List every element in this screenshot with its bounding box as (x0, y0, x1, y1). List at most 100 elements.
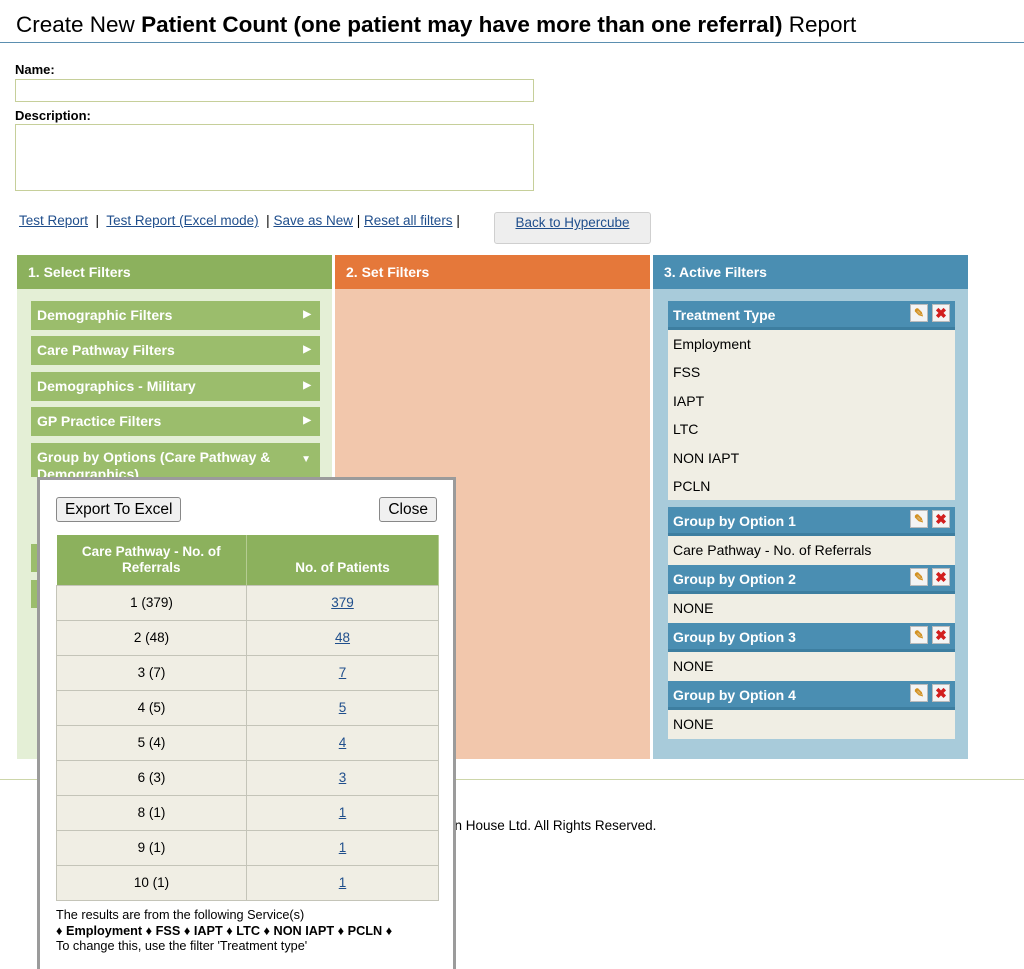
filter-name: Group by Option 1 (673, 513, 796, 529)
filter-value: NON IAPT (673, 449, 740, 466)
report-actions: Test Report | Test Report (Excel mode) |… (19, 213, 460, 228)
table-row: 6 (3) 3 (56, 759, 439, 796)
active-filter-values: NONE (668, 710, 955, 739)
filter-value: LTC (673, 421, 699, 438)
filter-label: GP Practice Filters (37, 413, 162, 429)
services-list: ♦ Employment ♦ FSS ♦ IAPT ♦ LTC ♦ NON IA… (56, 923, 393, 938)
patients-link[interactable]: 48 (334, 630, 351, 645)
column-header-group: Care Pathway - No. of Referrals (56, 535, 247, 585)
results-table: Care Pathway - No. of Referrals No. of P… (56, 535, 439, 901)
services-note: The results are from the following Servi… (56, 908, 392, 955)
page-title: Create New Patient Count (one patient ma… (16, 12, 856, 38)
filter-name: Group by Option 2 (673, 571, 796, 587)
demographic-filters-button[interactable]: Demographic Filters ▶ (31, 301, 320, 330)
patients-cell: 1 (246, 794, 439, 831)
filter-name: Group by Option 3 (673, 629, 796, 645)
patients-cell: 5 (246, 689, 439, 726)
title-prefix: Create New (16, 12, 135, 37)
demographics-military-button[interactable]: Demographics - Military ▶ (31, 372, 320, 401)
active-filter-values: Care Pathway - No. of Referrals (668, 536, 955, 565)
delete-icon[interactable]: ✖ (932, 684, 950, 702)
delete-icon[interactable]: ✖ (932, 510, 950, 528)
column-header-patients: No. of Patients (246, 535, 439, 585)
group-cell: 1 (379) (56, 584, 247, 621)
filter-value: NONE (673, 716, 714, 732)
arrow-right-icon: ▶ (303, 344, 311, 355)
group-cell: 9 (1) (56, 829, 247, 866)
delete-icon[interactable]: ✖ (932, 304, 950, 322)
patients-cell: 379 (246, 584, 439, 621)
test-report-excel-link[interactable]: Test Report (Excel mode) (106, 213, 259, 228)
separator: | (456, 213, 460, 228)
table-row: 5 (4) 4 (56, 724, 439, 761)
patients-cell: 48 (246, 619, 439, 656)
patients-cell: 7 (246, 654, 439, 691)
edit-icon[interactable]: ✎ (910, 510, 928, 528)
title-report-name: Patient Count (one patient may have more… (141, 12, 783, 37)
note-services: ♦ Employment ♦ FSS ♦ IAPT ♦ LTC ♦ NON IA… (56, 924, 392, 940)
filter-label: Demographics - Military (37, 378, 196, 394)
reset-filters-link[interactable]: Reset all filters (364, 213, 453, 228)
arrow-right-icon: ▶ (303, 309, 311, 320)
group-cell: 5 (4) (56, 724, 247, 761)
delete-icon[interactable]: ✖ (932, 568, 950, 586)
edit-icon[interactable]: ✎ (910, 568, 928, 586)
patients-cell: 3 (246, 759, 439, 796)
edit-icon[interactable]: ✎ (910, 626, 928, 644)
close-button[interactable]: Close (379, 497, 437, 522)
arrow-right-icon: ▶ (303, 380, 311, 391)
filter-value: Care Pathway - No. of Referrals (673, 542, 872, 558)
gp-practice-filters-button[interactable]: GP Practice Filters ▶ (31, 407, 320, 436)
arrow-right-icon: ▶ (303, 415, 311, 426)
separator: | (95, 213, 100, 228)
table-row: 3 (7) 7 (56, 654, 439, 691)
separator: | (356, 213, 361, 228)
delete-icon[interactable]: ✖ (932, 626, 950, 644)
patients-link[interactable]: 5 (338, 700, 347, 715)
filter-value: PCLN (673, 477, 711, 494)
care-pathway-filters-button[interactable]: Care Pathway Filters ▶ (31, 336, 320, 365)
filter-label: Care Pathway Filters (37, 342, 175, 358)
patients-link[interactable]: 1 (338, 875, 347, 890)
back-to-hypercube-button[interactable]: Back to Hypercube (494, 212, 651, 244)
patients-cell: 4 (246, 724, 439, 761)
note-instruction: To change this, use the filter 'Treatmen… (56, 939, 308, 953)
patients-link[interactable]: 4 (338, 735, 347, 750)
patients-link[interactable]: 379 (331, 595, 354, 610)
active-filter-values: NONE (668, 652, 955, 681)
save-as-new-link[interactable]: Save as New (273, 213, 353, 228)
filter-value: FSS (673, 364, 701, 381)
filter-label: Group by Options (Care Pathway & Demogra… (37, 449, 271, 477)
filter-name: Treatment Type (673, 307, 776, 323)
test-report-link[interactable]: Test Report (19, 213, 89, 228)
active-filter-header: Group by Option 4 ✎ ✖ (668, 681, 955, 710)
patients-link[interactable]: 1 (338, 840, 347, 855)
title-suffix: Report (788, 12, 857, 37)
table-row: 4 (5) 5 (56, 689, 439, 726)
table-row: 8 (1) 1 (56, 794, 439, 831)
active-filter-header: Group by Option 2 ✎ ✖ (668, 565, 955, 594)
edit-icon[interactable]: ✎ (910, 304, 928, 322)
group-by-options-button[interactable]: Group by Options (Care Pathway & Demogra… (31, 443, 320, 477)
filter-label: Demographic Filters (37, 307, 173, 323)
edit-icon[interactable]: ✎ (910, 684, 928, 702)
patients-link[interactable]: 7 (338, 665, 347, 680)
table-row: 2 (48) 48 (56, 619, 439, 656)
export-to-excel-button[interactable]: Export To Excel (56, 497, 182, 522)
name-input[interactable] (15, 79, 534, 102)
active-filter-values: NONE (668, 594, 955, 623)
group-cell: 3 (7) (56, 654, 247, 691)
patients-link[interactable]: 1 (338, 805, 347, 820)
description-label: Description: (15, 108, 91, 123)
filter-name: Group by Option 4 (673, 687, 796, 703)
table-row: 9 (1) 1 (56, 829, 439, 866)
table-row: 10 (1) 1 (56, 864, 439, 901)
group-cell: 8 (1) (56, 794, 247, 831)
patients-link[interactable]: 3 (338, 770, 347, 785)
patients-cell: 1 (246, 864, 439, 901)
separator: | (266, 213, 270, 228)
description-input[interactable] (15, 124, 534, 191)
filter-value: NONE (673, 658, 714, 674)
note-intro: The results are from the following Servi… (56, 908, 305, 922)
name-label: Name: (15, 62, 55, 77)
